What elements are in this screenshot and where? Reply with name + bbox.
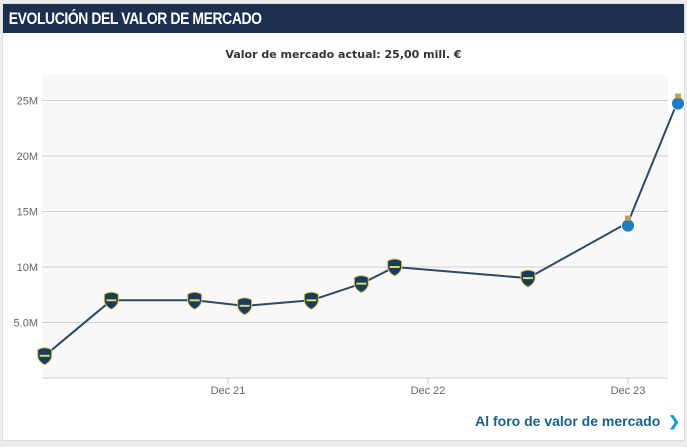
current-market-value: Valor de mercado actual: 25,00 mill. € <box>225 48 462 61</box>
y-tick-label: 25M <box>17 96 38 108</box>
porto-crest-marker <box>671 96 685 111</box>
x-tick-label: Dec 21 <box>211 385 246 397</box>
porto-crest-marker <box>621 218 635 233</box>
market-value-forum-link[interactable]: Al foro de valor de mercado ❯ <box>475 413 680 430</box>
link-label: Al foro de valor de mercado <box>475 413 661 429</box>
card-title: EVOLUCIÓN DEL VALOR DE MERCADO <box>8 9 262 28</box>
card-header: EVOLUCIÓN DEL VALOR DE MERCADO <box>3 4 684 33</box>
y-tick-label: 10M <box>17 262 38 274</box>
y-tick-label: 20M <box>17 151 38 163</box>
y-tick-label: 15M <box>17 207 38 219</box>
y-tick-label: 5.0M <box>14 318 38 330</box>
porto-crest-crown <box>675 93 681 99</box>
chevron-right-icon: ❯ <box>668 413 680 429</box>
x-tick-label: Dec 23 <box>611 385 646 397</box>
series-line <box>44 100 679 357</box>
plot-area <box>42 75 668 378</box>
x-tick-label: Dec 22 <box>411 385 446 397</box>
porto-crest-crown <box>625 215 631 221</box>
